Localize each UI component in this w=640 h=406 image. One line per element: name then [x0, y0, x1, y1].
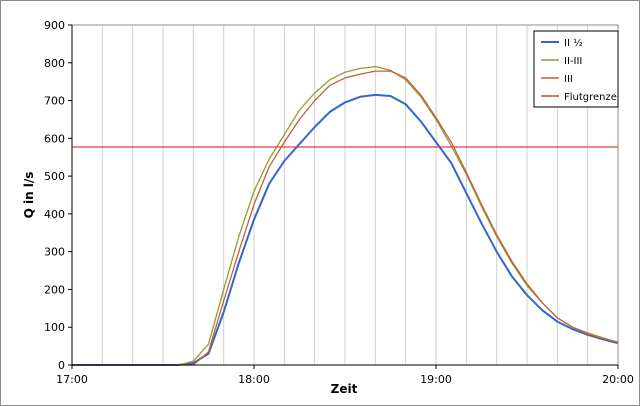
series-line-0 [72, 93, 619, 366]
x-tick-label: 18:00 [238, 373, 270, 386]
legend-items: II ½ II-III III Flutgrenze [541, 37, 617, 103]
y-tick-label: 400 [44, 208, 65, 221]
legend-box [533, 30, 619, 108]
grid-layer [101, 25, 589, 365]
legend-label: Flutgrenze [564, 92, 617, 103]
y-tick-label: 900 [44, 19, 65, 32]
series-line-2 [72, 70, 619, 366]
series-layer [72, 65, 619, 366]
legend: II ½ II-III III Flutgrenze [533, 30, 619, 108]
x-axis-title: Zeit [331, 382, 358, 396]
y-tick-label: 700 [44, 95, 65, 108]
y-tick-label: 100 [44, 321, 65, 334]
y-axis-title: Q in l/s [22, 172, 36, 219]
axis-layer: 0 100 200 300 400 500 600 700 800 900 17:00 18:00 19… [44, 19, 634, 386]
legend-item: Flutgrenze [541, 92, 617, 103]
legend-item: II ½ [541, 37, 583, 49]
y-tick-label: 800 [44, 57, 65, 70]
x-tick-label: 17:00 [56, 373, 88, 386]
legend-label: III [564, 74, 573, 85]
y-tick-label: 300 [44, 246, 65, 259]
y-tick-label: 0 [58, 359, 65, 372]
legend-item: III [541, 74, 573, 85]
legend-item: II-III [541, 56, 582, 67]
x-tick-label: 20:00 [602, 373, 634, 386]
legend-label: II-III [564, 56, 582, 67]
y-tick-label: 200 [44, 283, 65, 296]
x-tick-label: 19:00 [420, 373, 452, 386]
legend-label: II ½ [564, 37, 583, 49]
y-tick-label: 500 [44, 170, 65, 183]
y-tick-label: 600 [44, 132, 65, 145]
